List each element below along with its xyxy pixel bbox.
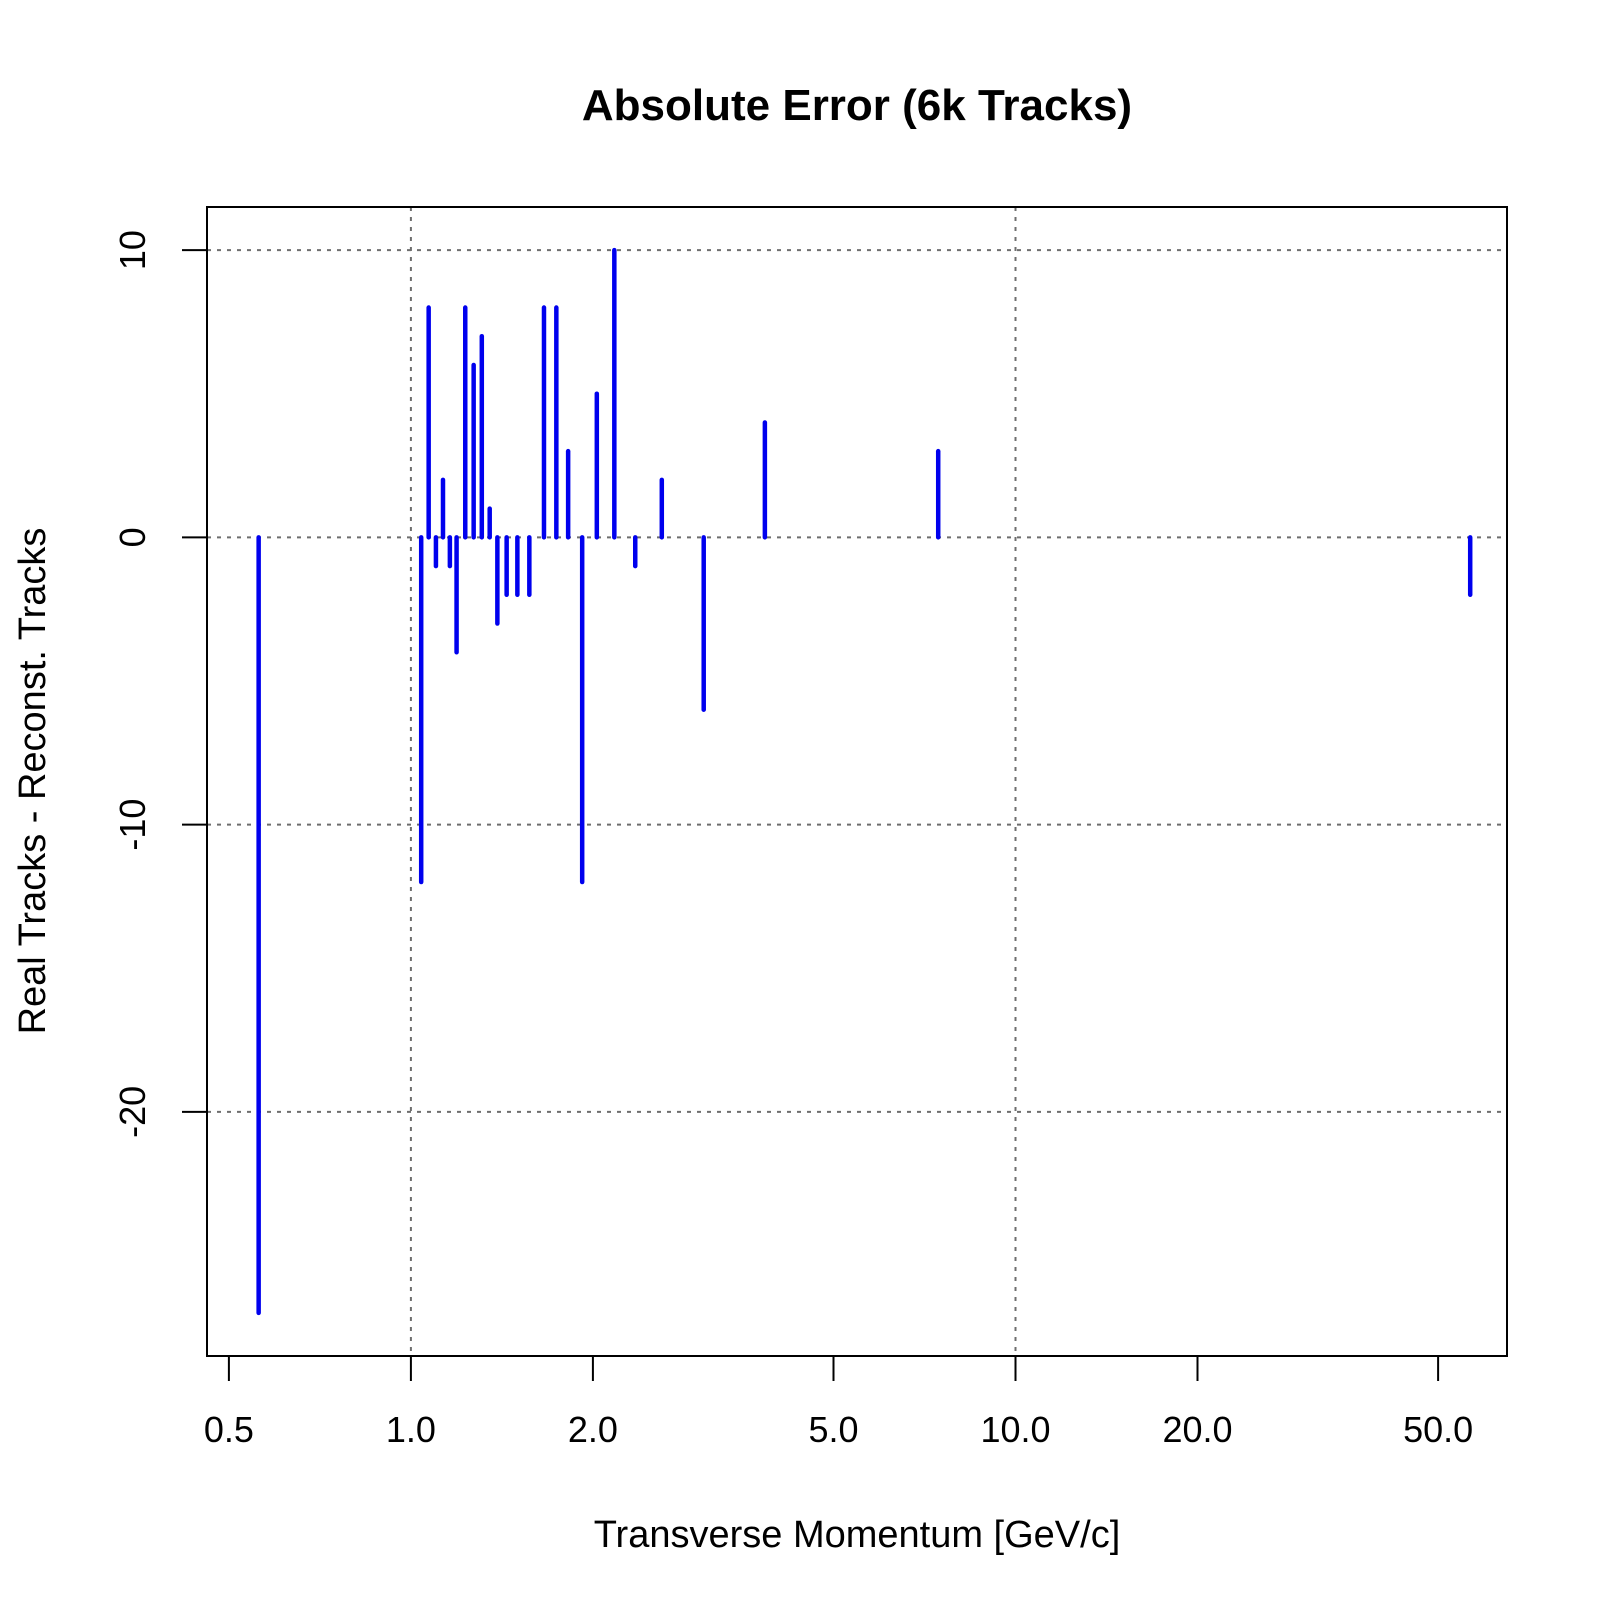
x-tick-label: 0.5 — [204, 1409, 254, 1450]
chart-title: Absolute Error (6k Tracks) — [582, 81, 1132, 130]
x-tick-label: 20.0 — [1162, 1409, 1232, 1450]
y-tick-label: -20 — [112, 1086, 153, 1138]
x-axis-label: Transverse Momentum [GeV/c] — [594, 1514, 1121, 1556]
x-tick-label: 50.0 — [1403, 1409, 1473, 1450]
y-axis: 10 0 -10 -20 — [112, 230, 207, 1138]
x-tick-label: 2.0 — [568, 1409, 618, 1450]
y-tick-label: 10 — [112, 230, 153, 270]
y-tick-label: -10 — [112, 799, 153, 851]
x-axis: 0.5 1.0 2.0 5.0 10.0 20.0 50.0 — [204, 1356, 1473, 1450]
y-axis-label: Real Tracks - Reconst. Tracks — [12, 528, 54, 1035]
x-tick-label: 5.0 — [808, 1409, 858, 1450]
data-spikes — [256, 247, 1473, 1316]
x-tick-label: 10.0 — [980, 1409, 1050, 1450]
x-tick-label: 1.0 — [386, 1409, 436, 1450]
y-tick-label: 0 — [112, 527, 153, 547]
plot-frame — [206, 206, 1508, 1357]
grid-lines — [207, 207, 1507, 1356]
